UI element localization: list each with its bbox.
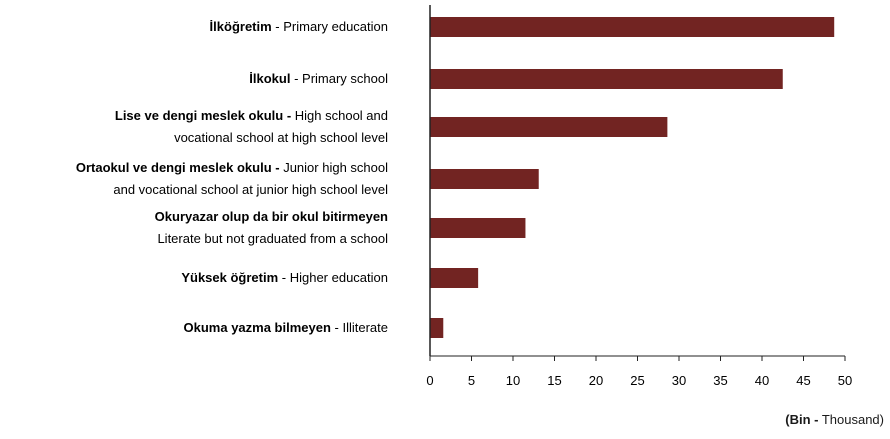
category-label: Yüksek öğretim - Higher education <box>181 270 388 285</box>
category-label: Ortaokul ve dengi meslek okulu - Junior … <box>76 160 388 175</box>
category-label: Okuma yazma bilmeyen - Illiterate <box>184 320 388 335</box>
category-label: Okuryazar olup da bir okul bitirmeyen <box>155 209 388 224</box>
bar <box>430 218 526 238</box>
category-labels: İlköğretim - Primary education İlkokul - … <box>76 19 388 335</box>
x-tick-label: 45 <box>796 373 810 388</box>
category-label: vocational school at high school level <box>174 130 388 145</box>
category-label: Literate but not graduated from a school <box>157 231 388 246</box>
x-tick-label: 5 <box>468 373 475 388</box>
bar <box>430 169 539 189</box>
x-axis-ticks: 0 5 10 15 20 25 30 35 40 45 50 <box>426 356 852 388</box>
bar <box>430 117 668 137</box>
x-tick-label: 35 <box>713 373 727 388</box>
bars-group <box>430 17 835 338</box>
x-tick-label: 50 <box>838 373 852 388</box>
unit-label: (Bin - Thousand) <box>785 412 884 427</box>
bar <box>430 69 783 89</box>
x-tick-label: 30 <box>672 373 686 388</box>
bar <box>430 318 444 338</box>
bar <box>430 268 479 288</box>
bar <box>430 17 835 37</box>
x-tick-label: 40 <box>755 373 769 388</box>
x-tick-label: 20 <box>589 373 603 388</box>
category-label: and vocational school at junior high sch… <box>113 182 388 197</box>
x-tick-label: 25 <box>630 373 644 388</box>
category-label: İlköğretim - Primary education <box>210 19 388 34</box>
category-label: Lise ve dengi meslek okulu - High school… <box>115 108 388 123</box>
x-tick-label: 0 <box>426 373 433 388</box>
x-tick-label: 15 <box>547 373 561 388</box>
x-tick-label: 10 <box>506 373 520 388</box>
category-label: İlkokul - Primary school <box>249 71 388 86</box>
